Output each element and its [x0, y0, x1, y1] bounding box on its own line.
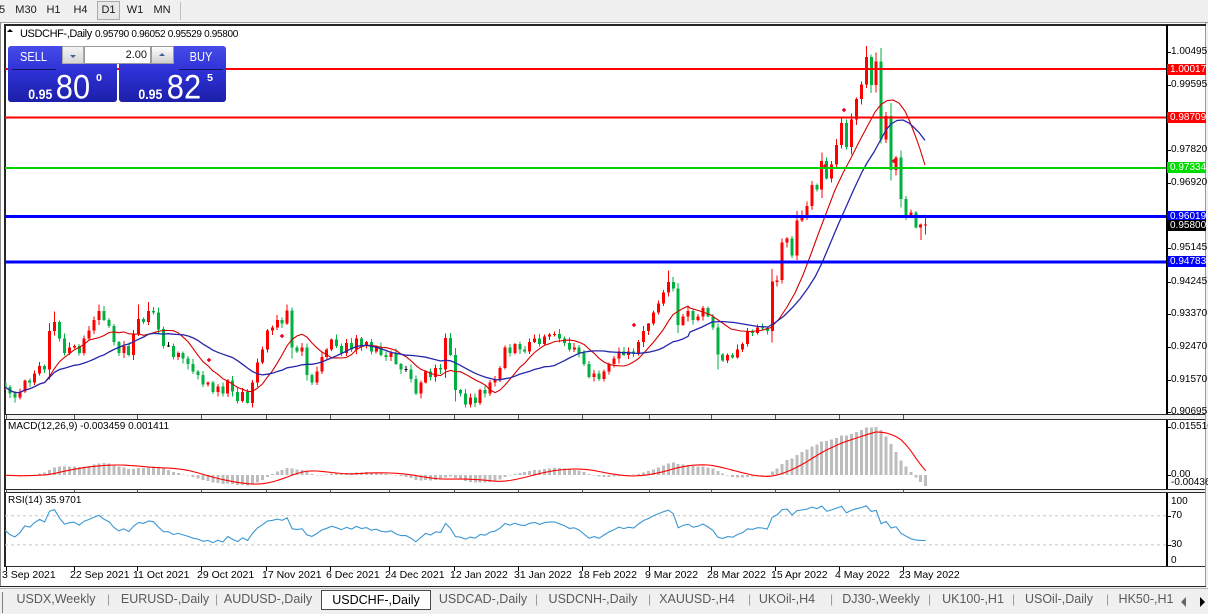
svg-text:82: 82	[167, 68, 201, 104]
svg-text:0.95: 0.95	[28, 86, 52, 102]
svg-text:5: 5	[207, 72, 213, 84]
svg-text:0: 0	[96, 72, 102, 84]
svg-text:0.95: 0.95	[138, 86, 162, 102]
svg-text:80: 80	[56, 68, 90, 104]
